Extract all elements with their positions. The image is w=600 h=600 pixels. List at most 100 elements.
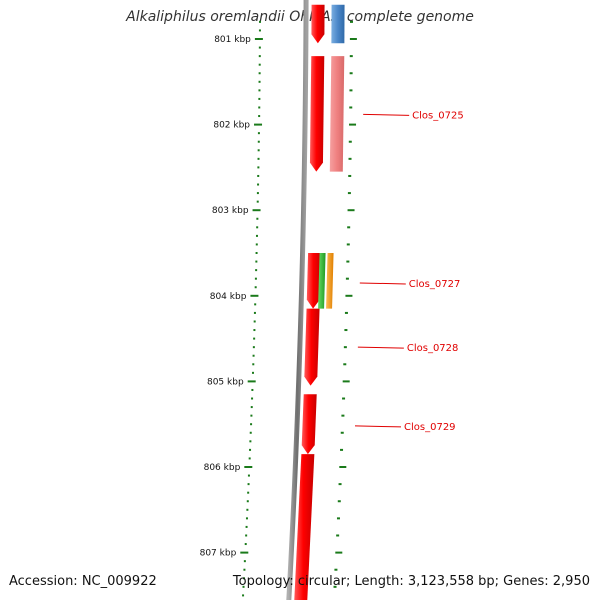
- minor-tick-right: [349, 72, 353, 75]
- minor-tick: [256, 226, 259, 229]
- scale-ticks: 801 kbp 802 kbp 803 kbp 804 kbp 805 kbp 806 k…: [200, 20, 357, 597]
- ring3-feature: [318, 253, 326, 309]
- minor-tick: [252, 346, 255, 349]
- minor-tick-right: [349, 55, 353, 58]
- minor-tick: [255, 252, 258, 254]
- minor-tick: [258, 115, 261, 118]
- cds-arrow: [294, 454, 315, 600]
- minor-tick-right: [349, 89, 353, 92]
- backbone-line: [286, 0, 309, 600]
- gene-leader-line: [363, 113, 410, 116]
- minor-tick: [243, 568, 246, 571]
- minor-tick: [258, 72, 261, 75]
- minor-tick: [258, 63, 261, 66]
- minor-tick-right: [348, 140, 352, 143]
- minor-tick: [243, 560, 246, 563]
- minor-tick: [256, 192, 259, 195]
- minor-tick: [249, 431, 252, 434]
- gene-leader-line: [359, 282, 406, 285]
- genome-backbone: [286, 0, 309, 600]
- gene-label[interactable]: Clos_0728: [407, 343, 459, 354]
- minor-tick: [245, 534, 248, 537]
- minor-tick: [244, 543, 247, 546]
- minor-tick: [249, 440, 252, 443]
- gene-leader-line: [357, 346, 404, 349]
- ring3-feature: [326, 253, 334, 309]
- minor-tick: [255, 269, 258, 272]
- ring2-feature: [329, 56, 345, 172]
- minor-tick-right: [340, 431, 344, 434]
- minor-tick: [242, 585, 245, 588]
- minor-tick-right: [340, 448, 344, 451]
- minor-tick: [255, 260, 258, 263]
- minor-tick: [245, 525, 248, 528]
- minor-tick: [255, 234, 258, 237]
- minor-tick-right: [346, 260, 350, 263]
- minor-tick-right: [336, 517, 340, 520]
- minor-tick: [258, 80, 261, 83]
- minor-tick-right: [344, 311, 348, 314]
- minor-tick: [248, 457, 251, 460]
- cds-arrow: [301, 394, 317, 455]
- minor-tick-right: [343, 363, 347, 366]
- minor-tick: [242, 594, 245, 597]
- minor-tick-right: [348, 157, 352, 160]
- minor-tick: [247, 483, 250, 486]
- minor-tick: [256, 217, 259, 220]
- minor-tick: [250, 423, 253, 426]
- minor-tick: [258, 89, 261, 92]
- minor-tick: [247, 474, 250, 477]
- minor-tick: [246, 508, 249, 511]
- minor-tick-right: [333, 585, 337, 588]
- minor-tick: [257, 157, 260, 160]
- minor-tick-right: [338, 483, 342, 486]
- minor-tick-right: [341, 414, 345, 417]
- gene-label[interactable]: Clos_0729: [404, 422, 456, 433]
- minor-tick: [258, 20, 261, 23]
- cds-arrow: [304, 308, 320, 386]
- minor-tick: [250, 414, 253, 417]
- minor-tick: [257, 174, 260, 177]
- minor-tick-right: [345, 277, 349, 280]
- minor-tick-right: [348, 174, 352, 177]
- feature-track: [294, 4, 345, 600]
- kbp-label: 807 kbp: [200, 549, 237, 559]
- minor-tick: [247, 491, 250, 494]
- kbp-label: 801 kbp: [214, 35, 251, 45]
- cds-arrow: [306, 253, 322, 309]
- minor-tick-right: [347, 226, 351, 229]
- gene-labels: Clos_0725 Clos_0727 Clos_0728 Clos_0729: [354, 110, 464, 433]
- gene-label[interactable]: Clos_0727: [409, 279, 461, 290]
- minor-tick-right: [349, 20, 353, 23]
- gene-label[interactable]: Clos_0725: [412, 110, 464, 121]
- minor-tick-right: [349, 106, 353, 109]
- topology-text: Topology: circular; Length: 3,123,558 bp…: [232, 574, 590, 589]
- minor-tick: [253, 320, 256, 323]
- minor-tick: [253, 311, 256, 314]
- kbp-label: 804 kbp: [210, 292, 247, 302]
- accession-text: Accession: NC_009922: [9, 574, 157, 589]
- minor-tick: [242, 577, 245, 580]
- minor-tick: [258, 106, 261, 109]
- minor-tick: [258, 97, 261, 100]
- ring2-feature: [331, 4, 345, 44]
- minor-tick: [256, 200, 259, 203]
- minor-tick: [253, 337, 256, 340]
- minor-tick-right: [337, 500, 341, 503]
- kbp-label: 803 kbp: [212, 206, 249, 216]
- minor-tick: [251, 388, 254, 391]
- kbp-label: 802 kbp: [213, 121, 250, 131]
- minor-tick: [257, 140, 260, 143]
- minor-tick: [253, 329, 256, 332]
- minor-tick: [251, 397, 254, 400]
- minor-tick-right: [346, 243, 350, 246]
- minor-tick: [258, 29, 261, 32]
- minor-tick-right: [344, 329, 348, 332]
- minor-tick: [258, 55, 261, 58]
- gene-leader-line: [354, 425, 402, 428]
- kbp-label: 806 kbp: [204, 463, 241, 473]
- kbp-label: 805 kbp: [207, 377, 244, 387]
- minor-tick: [257, 132, 260, 135]
- minor-tick: [254, 277, 257, 280]
